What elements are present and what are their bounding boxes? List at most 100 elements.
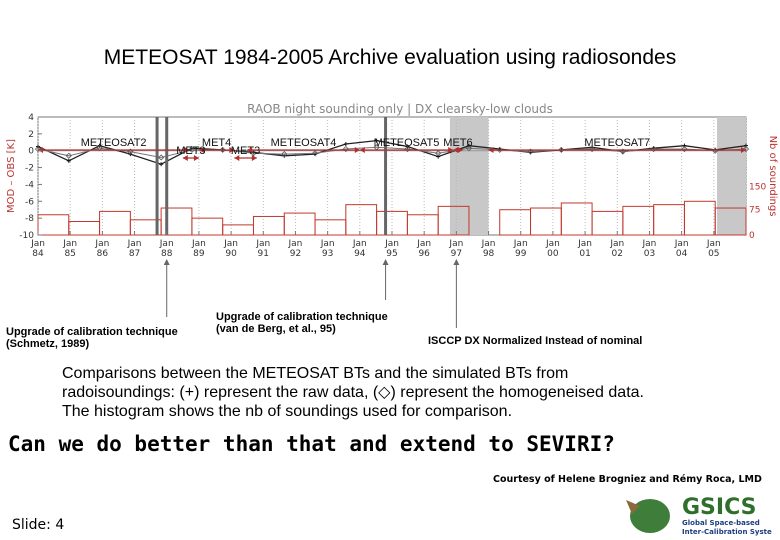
arrow-head xyxy=(234,155,240,161)
x-tick-label: Jan xyxy=(62,239,77,249)
satellite-icon xyxy=(626,500,640,514)
data-point-homogenized xyxy=(465,145,473,152)
x-tick-label: 95 xyxy=(386,249,397,259)
y-axis-label: MOD – OBS [K] xyxy=(6,139,17,213)
y-tick-label: -6 xyxy=(25,197,34,207)
data-point-homogenized xyxy=(281,151,288,158)
x-tick-label: Jan xyxy=(384,239,399,249)
x-tick-label: 88 xyxy=(161,249,173,259)
x-tick-label: Jan xyxy=(577,239,592,249)
arrow-head xyxy=(354,147,360,153)
data-point-homogenized xyxy=(219,146,226,153)
x-tick-label: 85 xyxy=(64,249,75,259)
gsics-logo: GSICS Global Space-based Inter-Calibrati… xyxy=(626,495,772,536)
period-label: MET6 xyxy=(443,137,472,149)
callout-arrow xyxy=(163,259,170,265)
caption-line: radoisoundings: (+) represent the raw da… xyxy=(62,384,644,401)
x-tick-label: Jan xyxy=(481,239,496,249)
x-tick-label: Jan xyxy=(223,239,238,249)
histogram-bar xyxy=(222,224,254,236)
data-point-raw xyxy=(374,138,379,143)
chart-title: RAOB night sounding only | DX clearsky-l… xyxy=(247,102,553,116)
data-point-raw xyxy=(66,158,71,163)
y-tick-label: 0 xyxy=(28,147,34,157)
arrow-head xyxy=(453,147,459,153)
slide-title: METEOSAT 1984-2005 Archive evaluation us… xyxy=(103,46,677,69)
x-tick-label: 99 xyxy=(515,249,527,259)
arrow-head xyxy=(184,147,190,153)
x-tick-label: 03 xyxy=(644,249,655,259)
histogram-bar xyxy=(437,205,470,236)
x-tick-label: 92 xyxy=(290,249,301,259)
x-tick-label: Jan xyxy=(416,239,431,249)
x-tick-label: 86 xyxy=(97,249,109,259)
x-tick-label: Jan xyxy=(191,239,206,249)
x-tick-label: 89 xyxy=(193,249,205,259)
arrow-head xyxy=(741,147,746,153)
arrow-head xyxy=(359,147,365,153)
data-point-homogenized xyxy=(527,148,534,155)
headline: Can we do better than that and extend to… xyxy=(8,432,615,456)
data-point-homogenized xyxy=(158,154,165,161)
annotation-line: (Schmetz, 1989) xyxy=(6,338,90,350)
x-tick-label: Jan xyxy=(320,239,335,249)
annotation-line: Upgrade of calibration technique xyxy=(6,326,178,338)
arrow-head xyxy=(182,155,188,161)
data-point-homogenized xyxy=(558,146,565,153)
histogram-bar xyxy=(37,214,70,236)
caption-line: The histogram shows the nb of soundings … xyxy=(62,403,513,420)
histogram-bar xyxy=(345,204,378,236)
data-point-raw xyxy=(159,162,164,167)
x-tick-label: Jan xyxy=(642,239,657,249)
annotation-van-de-berg: Upgrade of calibration technique (van de… xyxy=(216,311,388,335)
x-tick-label: Jan xyxy=(30,239,45,249)
x-tick-label: Jan xyxy=(609,239,624,249)
annotation-line: ISCCP DX Normalized Instead of nominal xyxy=(428,335,643,347)
period-label: MET3 xyxy=(176,145,205,157)
logo-tagline: Global Space-based xyxy=(682,519,760,527)
callout-arrow xyxy=(453,259,460,265)
x-tick-label: 05 xyxy=(708,249,719,259)
arrow-head xyxy=(193,155,199,161)
y2-tick-label: 0 xyxy=(749,231,755,241)
annotation-line: Upgrade of calibration technique xyxy=(216,311,388,323)
x-tick-label: 93 xyxy=(322,249,333,259)
caption: Comparisons between the METEOSAT BTs and… xyxy=(62,364,762,421)
data-point-homogenized xyxy=(96,145,103,152)
arrow-head xyxy=(38,147,43,153)
x-tick-label: Jan xyxy=(288,239,303,249)
x-tick-label: Jan xyxy=(94,239,109,249)
slide-number: Slide: 4 xyxy=(12,517,65,533)
x-tick-label: 87 xyxy=(129,249,140,259)
x-tick-label: Jan xyxy=(127,239,142,249)
histogram-bar xyxy=(683,200,716,236)
y2-tick-label: 150 xyxy=(749,182,766,192)
histogram-bar xyxy=(653,204,685,236)
histogram-bar xyxy=(714,207,747,236)
data-point-homogenized xyxy=(342,145,349,153)
data-point-homogenized xyxy=(127,148,134,155)
y2-tick-label: 75 xyxy=(749,206,760,216)
data-point-homogenized xyxy=(311,150,319,157)
data-point-homogenized xyxy=(34,145,42,153)
histogram-bar xyxy=(314,219,347,236)
data-point-homogenized xyxy=(589,145,596,153)
arrow-head xyxy=(448,147,454,153)
x-tick-label: 94 xyxy=(354,249,366,259)
histogram-bar xyxy=(252,215,285,236)
histogram-bar xyxy=(499,209,532,236)
x-tick-label: Jan xyxy=(448,239,463,249)
x-tick-label: 97 xyxy=(451,249,462,259)
callout-arrow xyxy=(382,259,389,265)
x-tick-label: Jan xyxy=(545,239,560,249)
data-point-raw xyxy=(343,141,348,146)
data-point-homogenized xyxy=(742,145,750,153)
period-label: METEOSAT2 xyxy=(81,137,147,149)
gap-shading xyxy=(717,117,746,235)
arrow-head xyxy=(198,147,204,153)
histogram-bar xyxy=(283,212,316,236)
x-tick-label: 02 xyxy=(612,249,623,259)
histogram-bar xyxy=(68,221,101,236)
arrow-head xyxy=(457,147,463,153)
x-tick-label: 91 xyxy=(258,249,269,259)
